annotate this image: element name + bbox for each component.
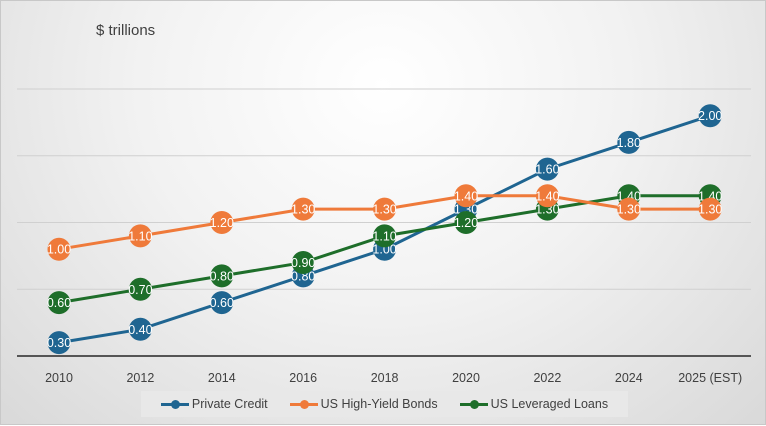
data-label: 1.30 bbox=[617, 203, 641, 217]
data-label: 1.60 bbox=[535, 163, 559, 177]
data-point bbox=[373, 224, 397, 248]
data-point bbox=[617, 197, 641, 221]
data-point bbox=[47, 237, 71, 261]
data-label: 1.20 bbox=[210, 216, 234, 230]
data-label: 0.60 bbox=[210, 296, 234, 310]
x-tick-label: 2012 bbox=[126, 371, 154, 385]
data-label: 0.90 bbox=[291, 256, 315, 270]
data-label: 0.60 bbox=[47, 296, 71, 310]
data-point bbox=[210, 264, 234, 288]
data-point bbox=[291, 251, 315, 275]
data-point bbox=[128, 277, 152, 301]
data-label: 1.40 bbox=[454, 189, 478, 203]
data-label: 1.80 bbox=[617, 136, 641, 150]
unit-label: $ trillions bbox=[96, 22, 156, 39]
data-label: 1.00 bbox=[47, 243, 71, 257]
x-tick-label: 2022 bbox=[533, 371, 561, 385]
data-point bbox=[291, 197, 315, 221]
data-point bbox=[535, 157, 559, 181]
x-tick-label: 2024 bbox=[615, 371, 643, 385]
data-point bbox=[210, 211, 234, 234]
x-tick-label: 2018 bbox=[371, 371, 399, 385]
data-label: 1.20 bbox=[454, 216, 478, 230]
data-label: 1.10 bbox=[128, 229, 152, 243]
data-label: 1.10 bbox=[372, 229, 396, 243]
legend-item: US Leveraged Loans bbox=[459, 397, 609, 411]
data-label: 1.30 bbox=[535, 203, 559, 217]
data-label: 1.30 bbox=[291, 203, 315, 217]
data-point bbox=[128, 317, 152, 341]
data-label: 1.30 bbox=[372, 203, 396, 217]
data-point bbox=[617, 130, 641, 154]
data-label: 0.70 bbox=[128, 283, 152, 297]
x-tick-label: 2020 bbox=[452, 371, 480, 385]
legend-item: US High-Yield Bonds bbox=[289, 397, 438, 411]
data-point bbox=[47, 331, 71, 355]
x-tick-label: 2025 (EST) bbox=[678, 371, 742, 385]
legend-label: Private Credit bbox=[191, 397, 268, 411]
data-label: 1.30 bbox=[698, 203, 722, 217]
data-point bbox=[128, 224, 152, 248]
data-label: 0.40 bbox=[128, 323, 152, 337]
data-point bbox=[454, 184, 478, 208]
data-point bbox=[698, 104, 722, 128]
x-tick-label: 2014 bbox=[208, 371, 236, 385]
legend-marker-icon bbox=[160, 399, 189, 409]
data-point bbox=[373, 197, 397, 221]
data-label: 1.00 bbox=[372, 243, 396, 257]
data-label: 0.30 bbox=[47, 336, 71, 350]
data-point bbox=[454, 211, 478, 234]
x-tick-label: 2010 bbox=[45, 371, 73, 385]
legend-marker-icon bbox=[289, 399, 318, 409]
data-label: 2.00 bbox=[698, 109, 722, 123]
legend-label: US High-Yield Bonds bbox=[320, 397, 438, 411]
legend-label: US Leveraged Loans bbox=[490, 397, 609, 411]
x-tick-label: 2016 bbox=[289, 371, 317, 385]
data-point bbox=[698, 197, 722, 221]
data-point bbox=[535, 184, 559, 208]
legend-item: Private Credit bbox=[160, 397, 268, 411]
legend-marker-icon bbox=[459, 399, 488, 409]
data-label: 1.40 bbox=[535, 189, 559, 203]
data-label: 0.80 bbox=[210, 269, 234, 283]
data-point bbox=[47, 291, 71, 315]
data-label: 0.80 bbox=[291, 269, 315, 283]
legend: Private Credit US High-Yield Bonds US Leve… bbox=[141, 391, 628, 417]
data-point bbox=[210, 291, 234, 315]
